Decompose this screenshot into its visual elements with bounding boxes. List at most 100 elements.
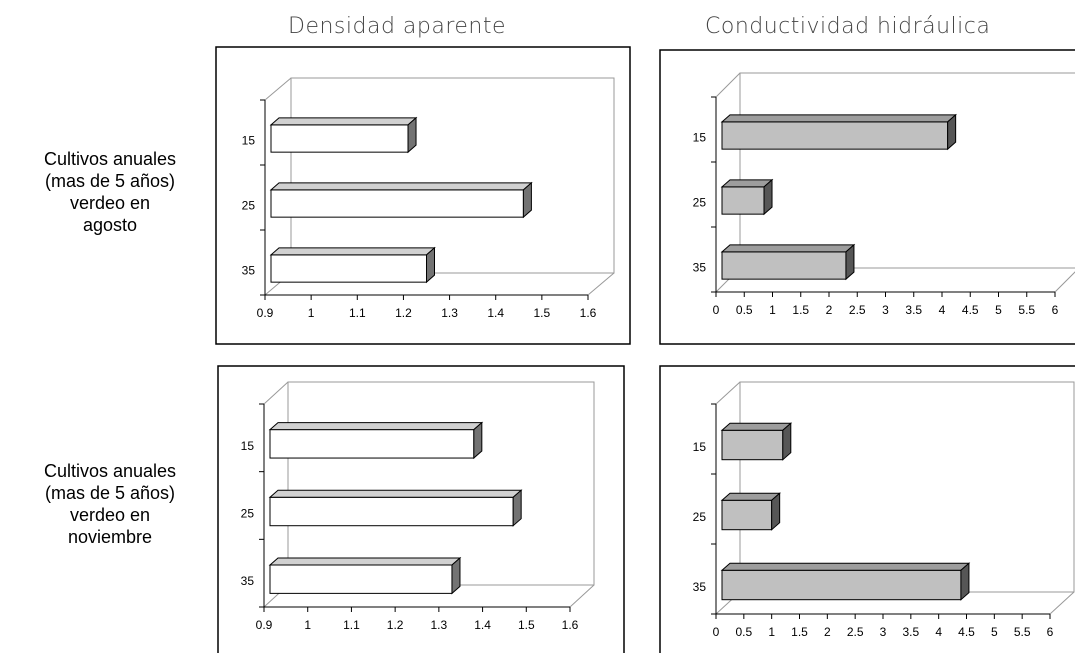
bar-side: [407, 116, 417, 154]
x-tick-label: 5: [995, 303, 1002, 317]
x-tick-label: 1.2: [395, 306, 412, 320]
row-label-line: verdeo en: [69, 505, 151, 525]
row-label-line: noviembre: [67, 527, 153, 547]
bar-top: [720, 492, 781, 501]
x-tick-label: 0.5: [735, 625, 752, 639]
column-title-densidad: Densidad aparente: [288, 14, 507, 39]
bar-top: [268, 489, 523, 498]
x-tick-label: 4: [935, 625, 942, 639]
x-tick-label: 3: [880, 625, 887, 639]
x-tick-label: 1.1: [349, 306, 366, 320]
bar-front: [269, 564, 453, 594]
bar-front: [721, 186, 765, 215]
bar-top: [720, 244, 856, 253]
bar-side: [782, 422, 792, 461]
bar-top: [268, 422, 484, 431]
x-tick-label: 1.5: [518, 618, 535, 632]
bar-front: [269, 429, 475, 459]
bar-side: [426, 246, 435, 284]
x-tick-label: 0.9: [257, 306, 274, 320]
bar-side: [960, 562, 970, 601]
x-tick-label: 1: [308, 306, 315, 320]
x-tick-label: 1: [768, 625, 775, 639]
bar-front: [270, 189, 524, 218]
bar-side: [473, 421, 483, 460]
x-tick-label: 1.4: [487, 306, 504, 320]
x-tick-label: 1.1: [343, 618, 360, 632]
bar-front: [721, 499, 773, 531]
bar-front: [721, 251, 847, 280]
x-tick-label: 5.5: [1014, 625, 1031, 639]
row-label-line: Cultivos anuales: [43, 461, 177, 481]
x-tick-label: 1.5: [792, 303, 809, 317]
row-label-agosto: Cultivos anuales (mas de 5 años) verdeo …: [0, 148, 220, 236]
bar-top: [269, 117, 418, 126]
bar-side: [512, 489, 522, 527]
row-label-noviembre: Cultivos anuales (mas de 5 años) verdeo …: [0, 460, 220, 548]
x-tick-label: 2.5: [847, 625, 864, 639]
bar-side: [771, 492, 781, 531]
x-tick-label: 1.3: [441, 306, 458, 320]
y-tick-label: 15: [693, 440, 707, 454]
x-tick-label: 1.4: [474, 618, 491, 632]
bar-front: [721, 121, 949, 150]
x-tick-label: 0: [713, 625, 720, 639]
row-label-line: agosto: [82, 215, 138, 235]
x-tick-label: 1: [304, 618, 311, 632]
row-label-line: (mas de 5 años): [44, 171, 176, 191]
x-tick-label: 2: [824, 625, 831, 639]
x-tick-label: 1.5: [534, 306, 551, 320]
bar-side: [845, 243, 855, 281]
y-tick-label: 25: [693, 510, 707, 524]
x-tick-label: 2: [826, 303, 833, 317]
y-tick-label: 25: [693, 196, 707, 210]
bar-top: [720, 422, 793, 431]
x-tick-label: 4.5: [958, 625, 975, 639]
bar-side: [763, 178, 773, 216]
x-tick-label: 4.5: [962, 303, 979, 317]
y-tick-label: 35: [241, 574, 255, 588]
x-tick-label: 3: [882, 303, 889, 317]
y-tick-label: 15: [693, 131, 707, 145]
y-tick-label: 25: [242, 199, 256, 213]
bar-front: [721, 569, 962, 601]
y-tick-label: 35: [693, 261, 707, 275]
x-tick-label: 1.3: [431, 618, 448, 632]
row-label-line: (mas de 5 años): [44, 483, 176, 503]
x-tick-label: 3.5: [902, 625, 919, 639]
column-title-conductividad: Conductividad hidráulica: [705, 14, 991, 39]
bar-side: [947, 113, 957, 151]
bar-top: [720, 114, 957, 123]
bar-top: [720, 562, 971, 571]
x-tick-label: 5: [991, 625, 998, 639]
x-tick-label: 6: [1052, 303, 1059, 317]
x-tick-label: 1.6: [562, 618, 579, 632]
x-tick-label: 1.2: [387, 618, 404, 632]
y-tick-label: 15: [242, 134, 256, 148]
y-tick-label: 25: [241, 507, 255, 521]
x-tick-label: 0.9: [256, 618, 273, 632]
bar-top: [269, 182, 533, 191]
bar-top: [268, 557, 462, 566]
y-tick-label: 35: [242, 264, 256, 278]
y-tick-label: 15: [241, 439, 255, 453]
x-tick-label: 1: [769, 303, 776, 317]
bar-side: [451, 556, 461, 595]
bar-top: [269, 247, 436, 256]
x-tick-label: 1.5: [791, 625, 808, 639]
bar-front: [270, 254, 427, 283]
bar-front: [721, 429, 784, 461]
x-tick-label: 5.5: [1018, 303, 1035, 317]
row-label-line: Cultivos anuales: [43, 149, 177, 169]
y-tick-label: 35: [693, 580, 707, 594]
x-tick-label: 4: [939, 303, 946, 317]
x-tick-label: 3.5: [905, 303, 922, 317]
row-label-line: verdeo en: [69, 193, 151, 213]
x-tick-label: 2.5: [849, 303, 866, 317]
bar-side: [522, 181, 532, 219]
x-tick-label: 0.5: [736, 303, 753, 317]
bar-front: [270, 124, 409, 153]
x-tick-label: 0: [713, 303, 720, 317]
bar-front: [269, 496, 514, 527]
